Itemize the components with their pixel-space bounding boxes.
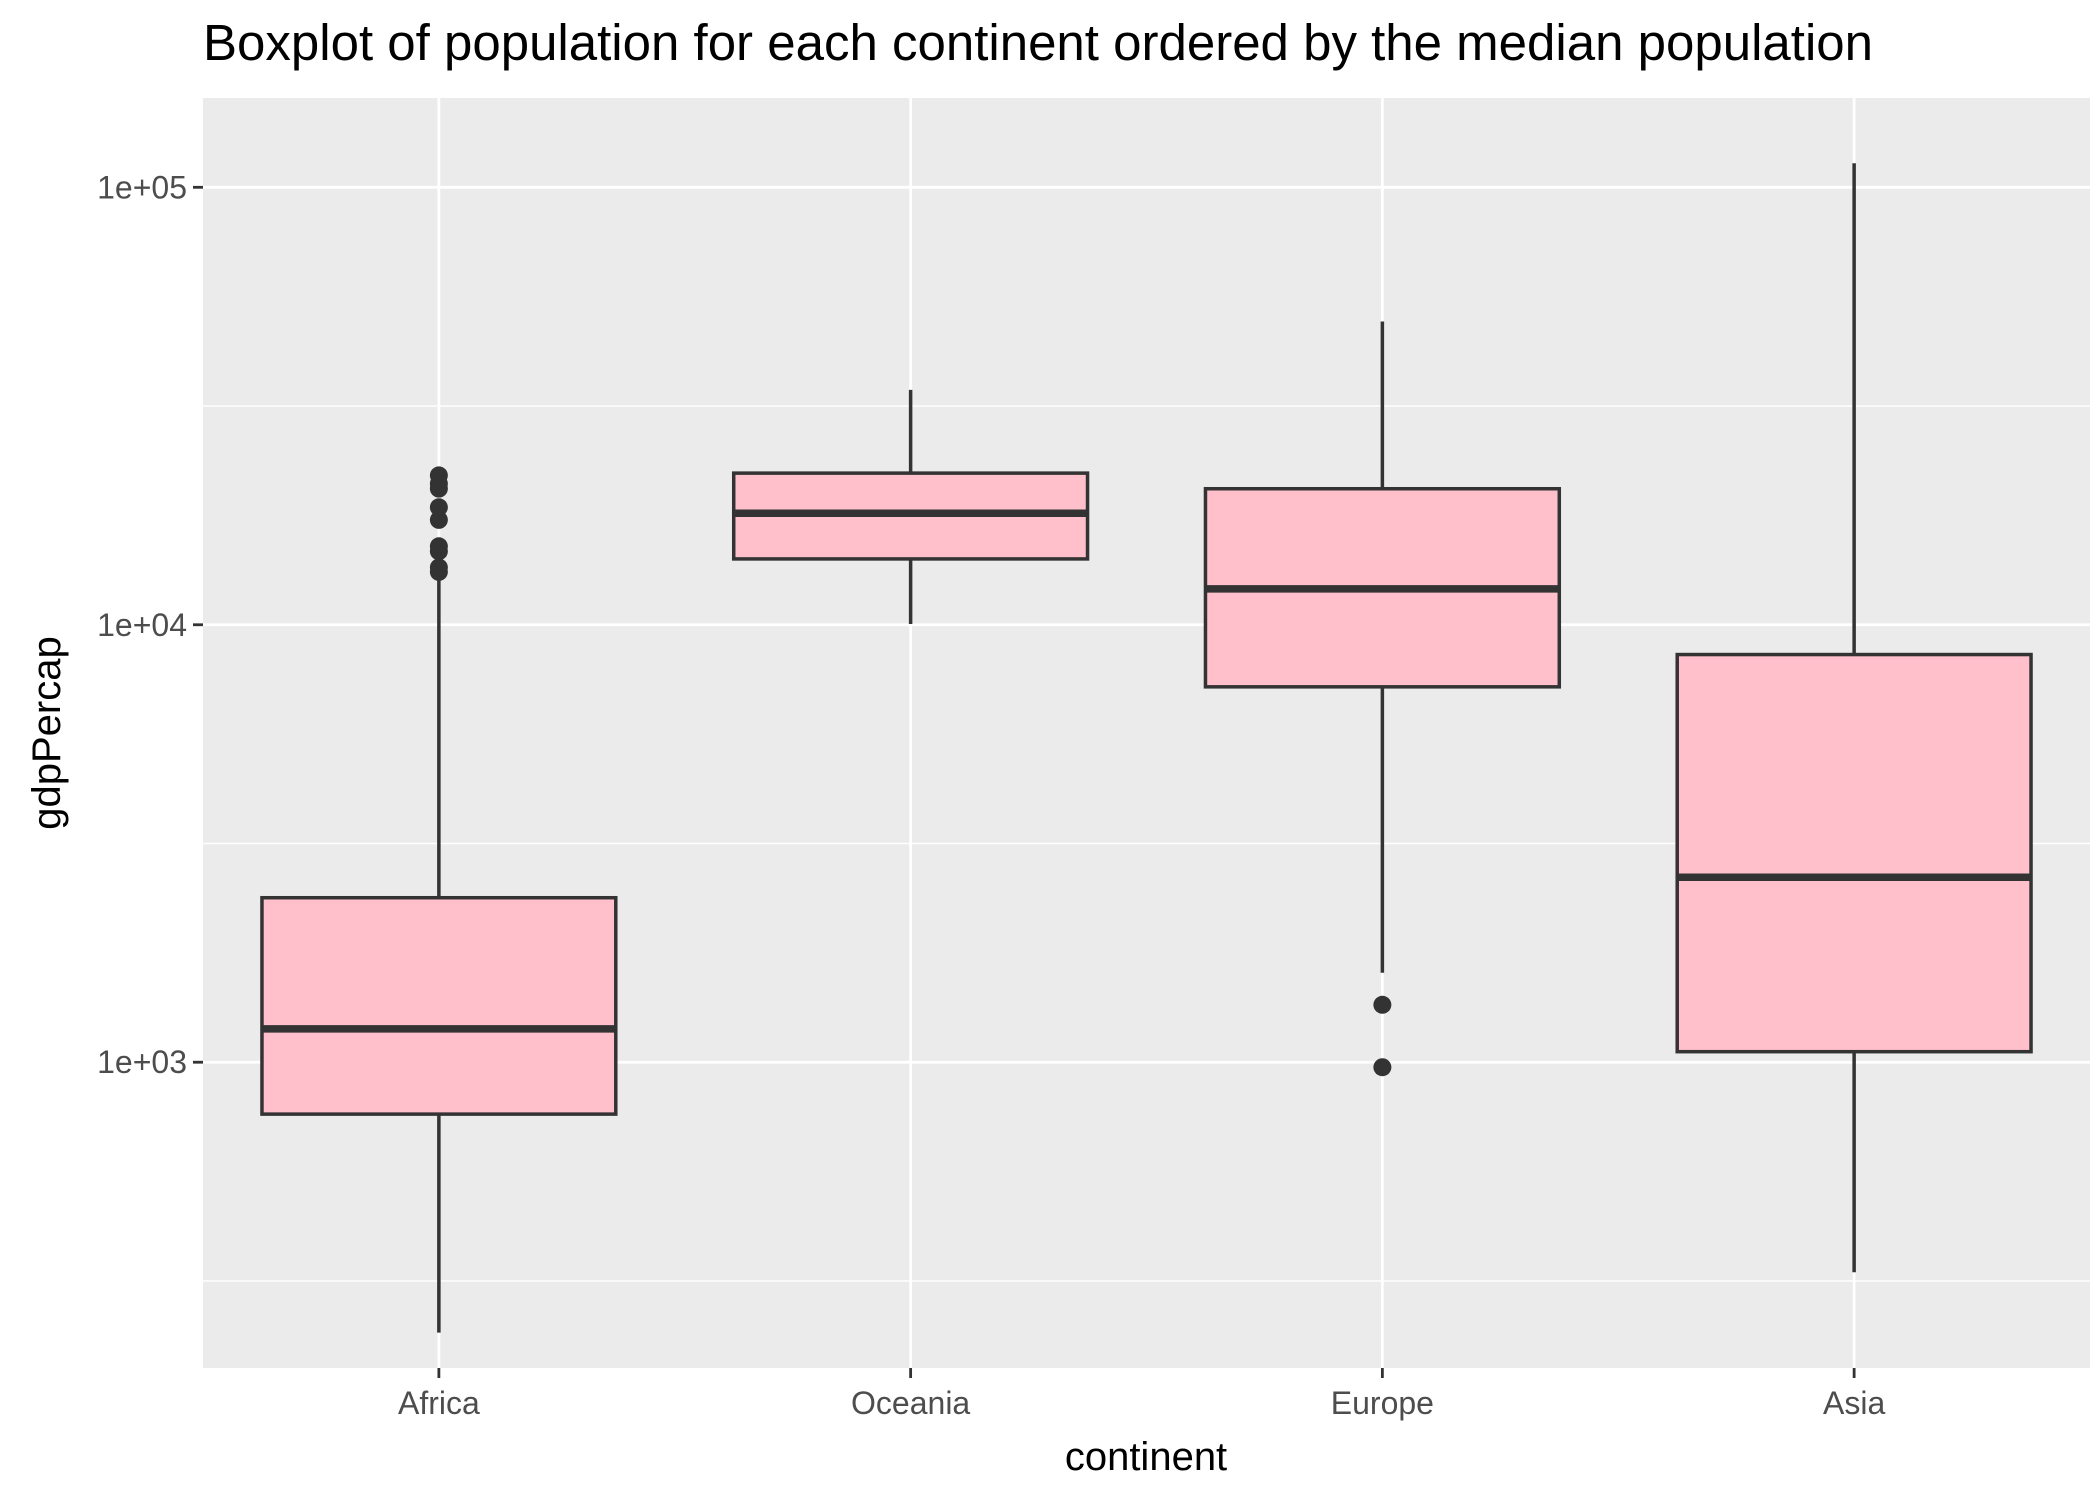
box-europe bbox=[1203, 321, 1562, 1077]
x-axis: Africa Oceania Europe Asia bbox=[398, 1368, 1885, 1421]
y-tick-label: 1e+05 bbox=[97, 169, 187, 205]
outlier-point bbox=[429, 558, 448, 577]
box-asia bbox=[1675, 163, 2033, 1273]
outlier-point bbox=[429, 498, 448, 517]
x-tick-label: Oceania bbox=[851, 1385, 970, 1421]
box-africa bbox=[260, 466, 618, 1333]
y-tick-label: 1e+04 bbox=[97, 607, 187, 643]
outlier-point bbox=[1373, 995, 1392, 1014]
outlier-point bbox=[429, 510, 448, 529]
x-axis-title: continent bbox=[1065, 1435, 1227, 1479]
y-tick-label: 1e+03 bbox=[97, 1044, 187, 1080]
box-oceania bbox=[731, 389, 1090, 625]
x-tick-label: Africa bbox=[398, 1385, 480, 1421]
box-iqr bbox=[1675, 652, 2033, 1054]
y-axis-title: gdpPercap bbox=[25, 636, 69, 829]
box-series bbox=[260, 163, 2033, 1333]
box-iqr bbox=[260, 895, 618, 1116]
x-tick-label: Europe bbox=[1331, 1385, 1434, 1421]
outlier-point bbox=[429, 537, 448, 556]
x-tick-label: Asia bbox=[1823, 1385, 1885, 1421]
outlier-point bbox=[1373, 1058, 1392, 1077]
outlier-point bbox=[429, 466, 448, 485]
chart-title: Boxplot of population for each continent… bbox=[203, 14, 1873, 71]
y-axis: 1e+03 1e+04 1e+05 bbox=[97, 169, 203, 1080]
